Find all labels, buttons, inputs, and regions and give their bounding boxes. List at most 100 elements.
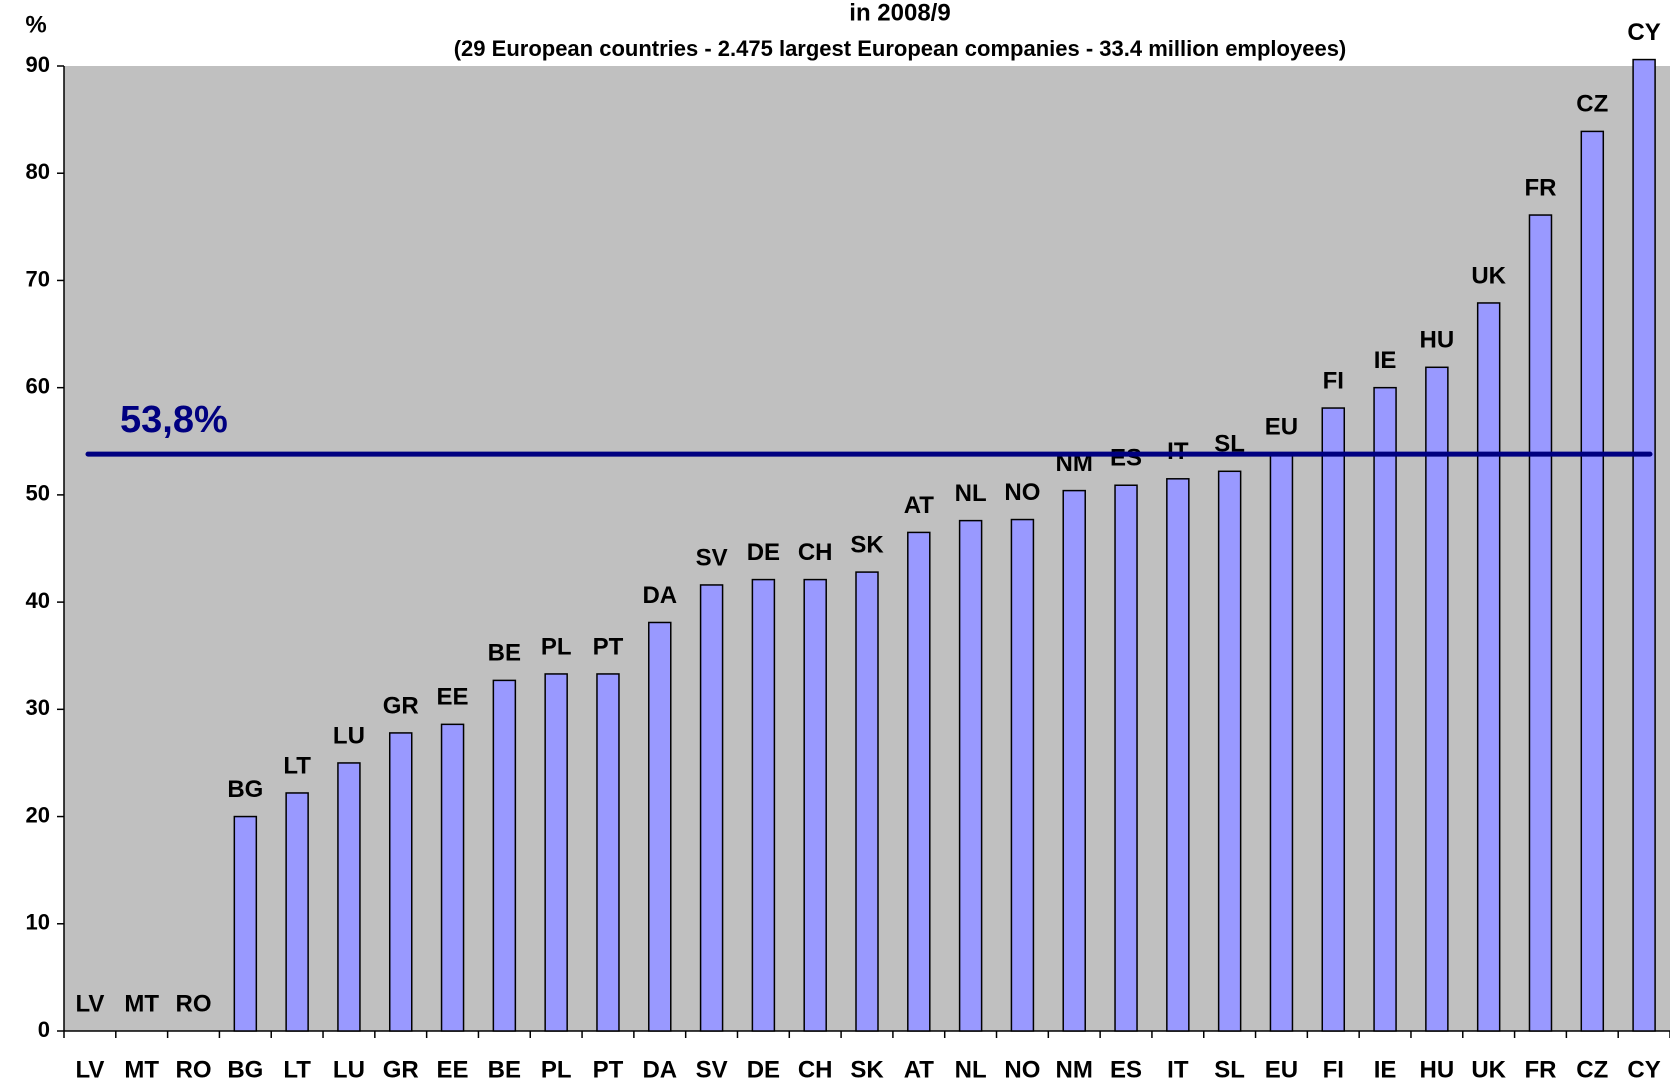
x-tick-label: AT xyxy=(904,1056,935,1083)
bar xyxy=(1373,386,1397,1032)
bar-label: DE xyxy=(747,539,780,566)
bar xyxy=(1528,214,1553,1032)
x-tick-label: CZ xyxy=(1576,1056,1608,1083)
x-tick-label: PL xyxy=(541,1056,572,1083)
bar-label: SV xyxy=(696,544,728,571)
x-tick-label: NL xyxy=(955,1056,987,1083)
bar-label: LU xyxy=(333,722,365,749)
bar-label: EE xyxy=(437,684,469,711)
bar-label: EU xyxy=(1265,413,1298,440)
x-tick-label: GR xyxy=(383,1056,419,1083)
bar xyxy=(337,762,361,1032)
y-axis-label: % xyxy=(25,11,46,38)
x-tick-label: FI xyxy=(1323,1056,1344,1083)
x-tick-label: MT xyxy=(124,1056,159,1083)
bar xyxy=(855,571,879,1032)
bar xyxy=(803,578,827,1032)
bar-label: AT xyxy=(904,492,935,519)
bar xyxy=(1425,366,1449,1032)
x-tick-label: SV xyxy=(696,1056,728,1083)
chart-title: in 2008/9 xyxy=(849,0,950,26)
bar-label: UK xyxy=(1471,262,1506,289)
bar-label: FI xyxy=(1323,367,1344,394)
x-tick-label: SL xyxy=(1214,1056,1245,1083)
bar xyxy=(233,815,258,1032)
x-tick-label: NM xyxy=(1056,1056,1093,1083)
bar-label: MT xyxy=(124,990,159,1017)
x-tick-label: RO xyxy=(176,1056,212,1083)
bar xyxy=(958,519,983,1032)
bar xyxy=(1632,58,1656,1032)
bar xyxy=(492,679,517,1032)
bar xyxy=(285,792,309,1032)
bar-label: PL xyxy=(541,633,572,660)
x-tick-label: BG xyxy=(227,1056,263,1083)
chart-subtitle: (29 European countries - 2.475 largest E… xyxy=(454,36,1347,61)
bar xyxy=(1010,518,1035,1032)
y-tick-label: 0 xyxy=(38,1017,50,1042)
bar-label: ES xyxy=(1110,445,1142,472)
bar-label: FR xyxy=(1524,174,1556,201)
bar-label: IE xyxy=(1374,347,1397,374)
bar xyxy=(751,578,776,1032)
x-tick-label: FR xyxy=(1524,1056,1556,1083)
bar-label: RO xyxy=(176,990,212,1017)
bar-label: DA xyxy=(642,582,677,609)
bar xyxy=(596,673,620,1032)
bar xyxy=(544,673,568,1032)
bar xyxy=(648,621,672,1032)
y-tick-label: 90 xyxy=(26,52,50,77)
bar xyxy=(907,531,931,1032)
x-tick-label: CY xyxy=(1627,1056,1660,1083)
bar xyxy=(1166,478,1190,1032)
bar-label: NL xyxy=(955,480,987,507)
x-tick-label: PT xyxy=(593,1056,624,1083)
bar xyxy=(1062,489,1086,1032)
y-tick-label: 10 xyxy=(26,910,50,935)
bar-label: SK xyxy=(850,531,884,558)
y-tick-label: 20 xyxy=(26,802,50,827)
x-tick-label: ES xyxy=(1110,1056,1142,1083)
x-tick-label: LU xyxy=(333,1056,365,1083)
bar xyxy=(1321,407,1346,1032)
bar-label: BG xyxy=(227,776,263,803)
bar xyxy=(1217,470,1242,1032)
x-tick-label: HU xyxy=(1420,1056,1455,1083)
bar xyxy=(388,732,413,1032)
bar xyxy=(1114,484,1138,1032)
bar xyxy=(1476,302,1501,1032)
x-tick-label: UK xyxy=(1471,1056,1506,1083)
bar-label: CZ xyxy=(1576,91,1608,118)
bar-label: LT xyxy=(283,752,311,779)
x-tick-label: LV xyxy=(75,1056,104,1083)
bar-label: NO xyxy=(1004,479,1040,506)
x-tick-label: SK xyxy=(850,1056,884,1083)
x-tick-label: NO xyxy=(1004,1056,1040,1083)
y-tick-label: 50 xyxy=(26,481,50,506)
x-tick-label: IE xyxy=(1374,1056,1397,1083)
y-tick-label: 70 xyxy=(26,266,50,291)
x-tick-label: CH xyxy=(798,1056,833,1083)
x-tick-label: IT xyxy=(1167,1056,1189,1083)
bar-label: BE xyxy=(488,640,521,667)
y-tick-label: 60 xyxy=(26,373,50,398)
bar-label: LV xyxy=(75,990,104,1017)
x-tick-label: EU xyxy=(1265,1056,1298,1083)
x-tick-label: DE xyxy=(747,1056,780,1083)
bar xyxy=(1580,130,1605,1032)
bar xyxy=(1269,453,1294,1032)
bar xyxy=(699,584,724,1032)
bar-label: CY xyxy=(1627,19,1660,46)
bar-label: PT xyxy=(593,633,624,660)
bar-label: HU xyxy=(1420,327,1455,354)
bar-label: GR xyxy=(383,692,419,719)
y-tick-label: 40 xyxy=(26,588,50,613)
y-tick-label: 80 xyxy=(26,159,50,184)
x-tick-label: BE xyxy=(488,1056,521,1083)
y-tick-label: 30 xyxy=(26,695,50,720)
x-tick-label: EE xyxy=(437,1056,469,1083)
bar xyxy=(440,723,465,1032)
x-tick-label: DA xyxy=(642,1056,677,1083)
x-tick-label: LT xyxy=(283,1056,311,1083)
